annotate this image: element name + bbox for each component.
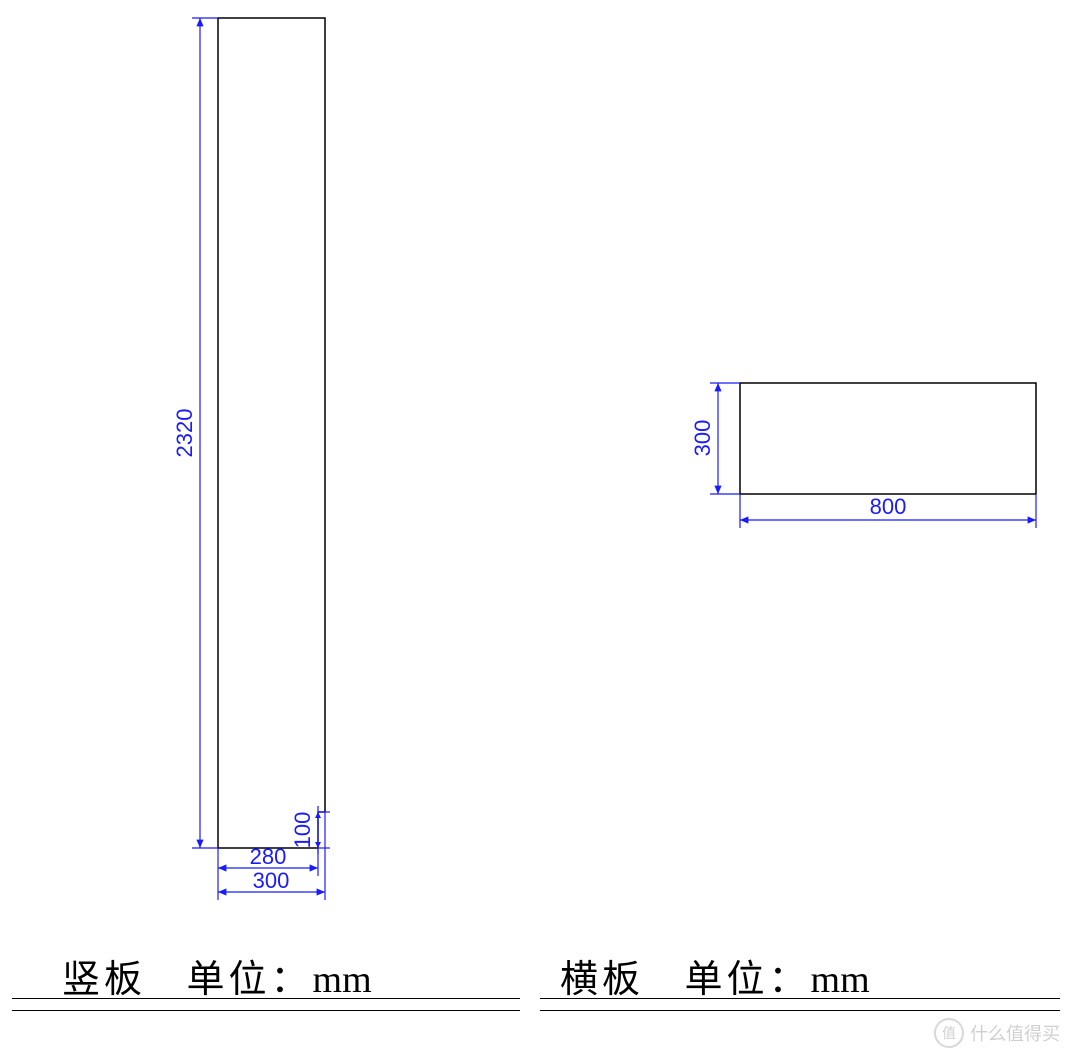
caption-horizontal-unit: mm <box>811 959 870 1001</box>
caption-horizontal-unit-label: 单位： <box>685 959 811 1001</box>
horizontal-panel-outline <box>740 383 1036 494</box>
dim-outer-width-value: 300 <box>253 868 290 893</box>
dim-horiz-height: 300 <box>690 383 740 494</box>
dim-notch-height-value: 100 <box>290 812 315 849</box>
caption-horizontal: 横板 单位：mm <box>560 948 870 1003</box>
horizontal-panel-drawing: 300 800 <box>690 383 1036 528</box>
caption-vertical-unit-label: 单位： <box>187 959 313 1001</box>
dim-vertical-height-value: 2320 <box>172 409 197 458</box>
rule-right-bot <box>540 1010 1060 1011</box>
rule-right-top <box>540 998 1060 999</box>
dim-horiz-width: 800 <box>740 494 1036 528</box>
caption-vertical: 竖板 单位：mm <box>62 948 372 1003</box>
caption-horizontal-label: 横板 <box>560 959 644 1001</box>
vertical-panel-drawing: 2320 100 280 300 <box>172 18 330 900</box>
dim-vertical-height: 2320 <box>172 18 218 848</box>
drawing-canvas: 2320 100 280 300 <box>0 0 1072 1056</box>
watermark-badge-icon: 值 <box>934 1018 964 1048</box>
rule-left-top <box>12 998 520 999</box>
dim-horiz-width-value: 800 <box>870 494 907 519</box>
vertical-panel-outline <box>218 18 325 848</box>
watermark: 值 什么值得买 <box>934 1018 1060 1048</box>
rule-left-bot <box>12 1010 520 1011</box>
caption-vertical-label: 竖板 <box>62 959 146 1001</box>
watermark-text: 什么值得买 <box>970 1020 1060 1046</box>
dim-notch-height: 100 <box>290 806 330 854</box>
dim-horiz-height-value: 300 <box>690 420 715 457</box>
caption-vertical-unit: mm <box>313 959 372 1001</box>
dim-inner-width-value: 280 <box>250 844 287 869</box>
